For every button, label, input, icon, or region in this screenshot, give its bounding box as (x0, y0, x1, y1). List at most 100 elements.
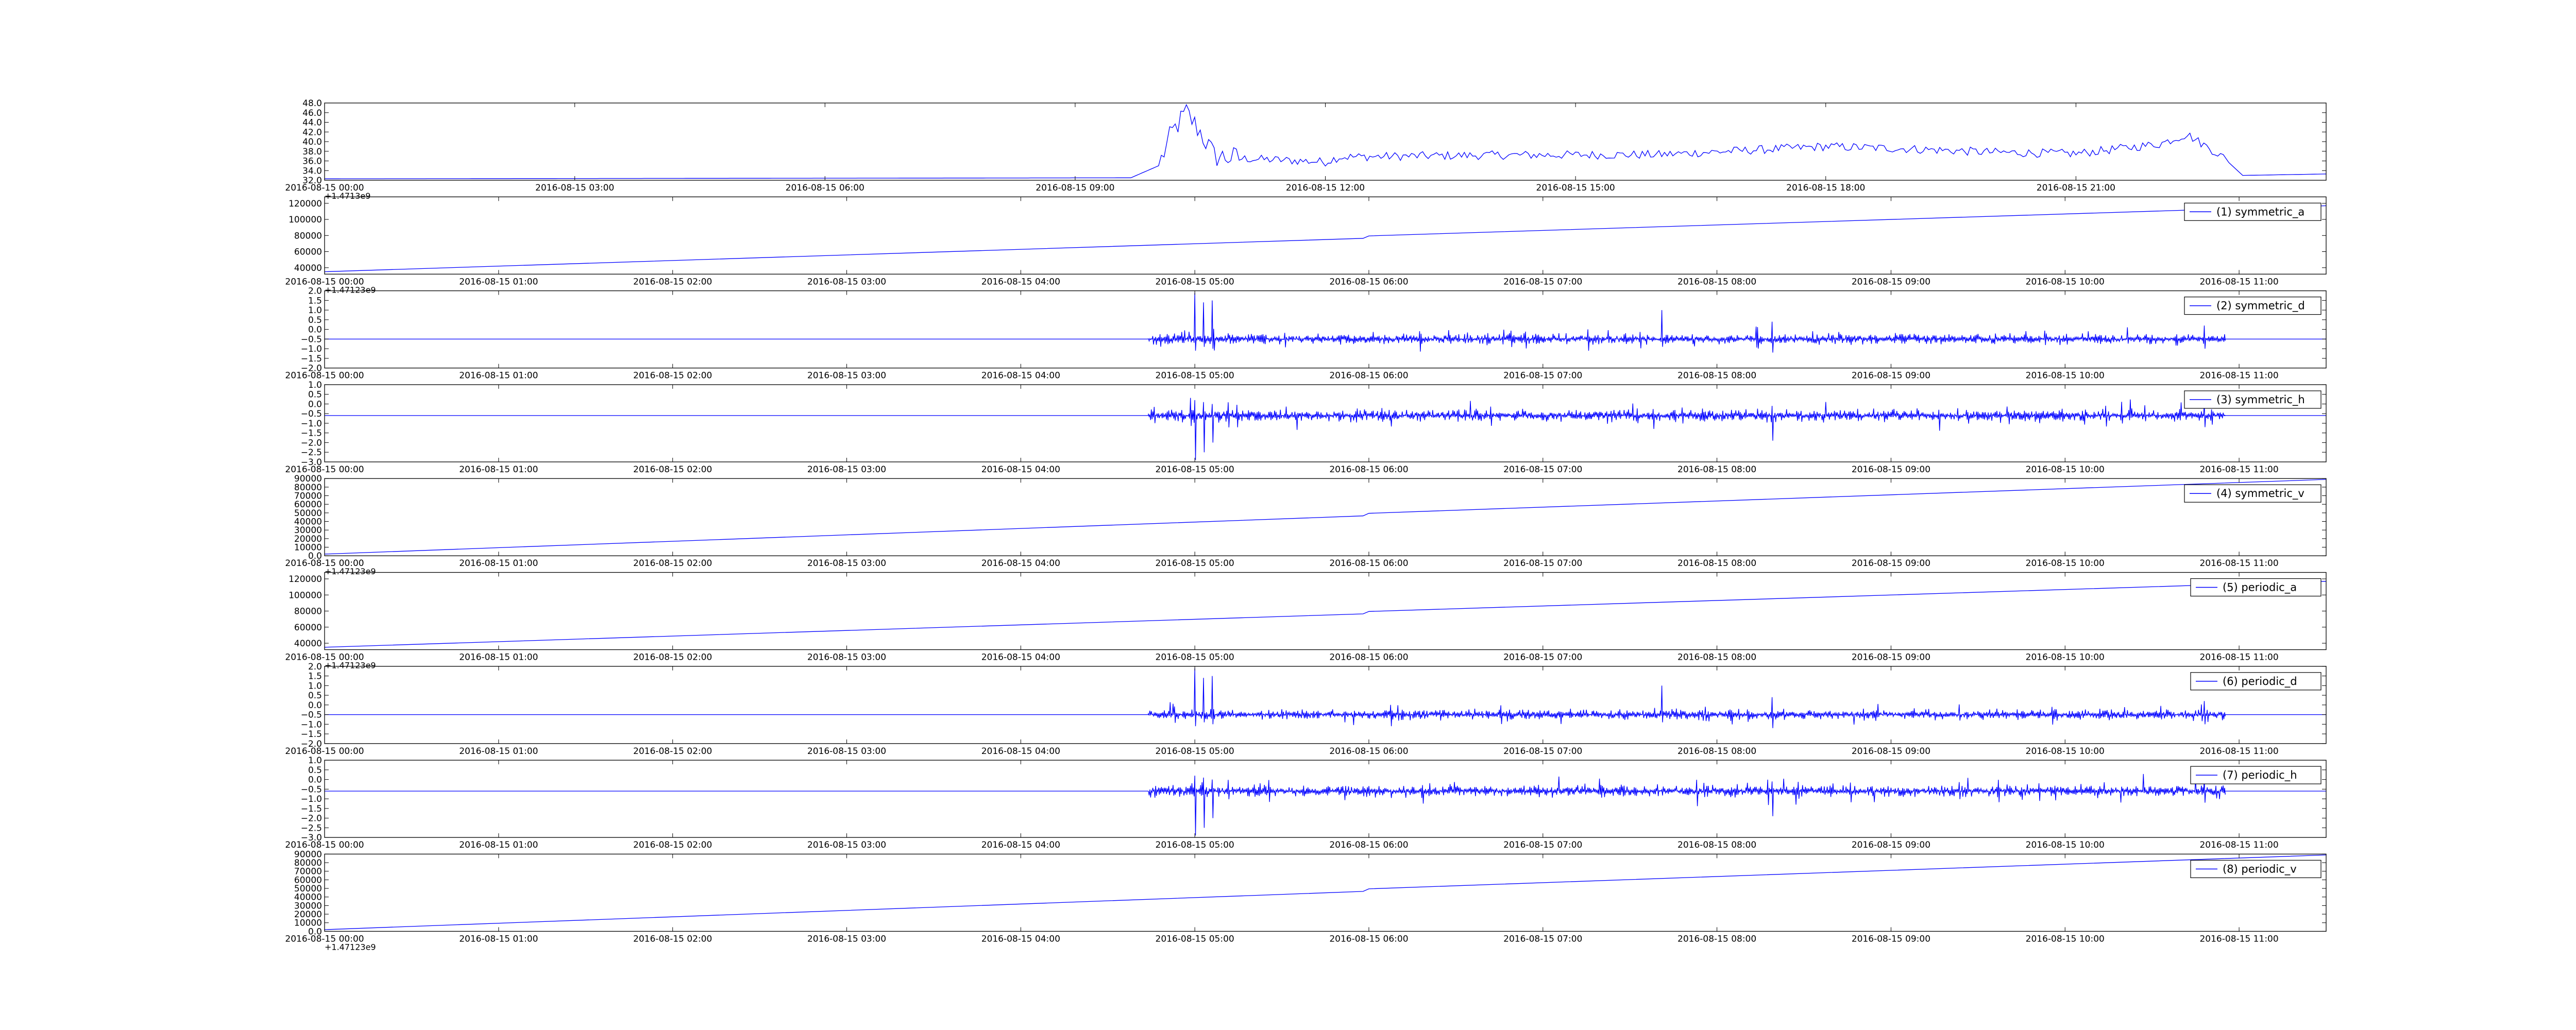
y-tick-label: −1.0 (301, 344, 322, 354)
series-line (325, 774, 2326, 836)
y-tick-label: 100000 (289, 590, 322, 600)
x-tick-label: 2016-08-15 02:00 (633, 371, 712, 381)
x-tick-label: 2016-08-15 00:00 (285, 371, 364, 381)
x-offset-label: +1.47123e9 (325, 661, 376, 671)
x-tick-label: 2016-08-15 03:00 (535, 183, 614, 193)
x-tick-label: 2016-08-15 02:00 (633, 558, 712, 569)
x-tick-label: 2016-08-15 04:00 (981, 558, 1060, 569)
x-tick-label: 2016-08-15 01:00 (459, 465, 538, 475)
x-tick-label: 2016-08-15 01:00 (459, 371, 538, 381)
legend-frame (2184, 484, 2321, 503)
x-tick-label: 2016-08-15 01:00 (459, 558, 538, 569)
x-tick-label: 2016-08-15 04:00 (981, 934, 1060, 944)
x-tick-label: 2016-08-15 06:00 (1329, 934, 1408, 944)
y-tick-label: −0.5 (301, 409, 322, 419)
x-tick-label: 2016-08-15 07:00 (1503, 465, 1582, 475)
x-tick-label: 2016-08-15 08:00 (1677, 277, 1756, 287)
x-tick-label: 2016-08-15 10:00 (2026, 277, 2105, 287)
x-tick-label: 2016-08-15 04:00 (981, 746, 1060, 757)
x-tick-label: 2016-08-15 11:00 (2199, 277, 2278, 287)
y-tick-label: 0.0 (308, 325, 322, 335)
y-tick-label: 20000 (294, 909, 322, 920)
axes-frame (324, 196, 2327, 274)
x-tick-label: 2016-08-15 10:00 (2026, 934, 2105, 944)
y-tick-label: 1.0 (308, 380, 322, 390)
y-tick-label: 1.0 (308, 681, 322, 691)
x-tick-label: 2016-08-15 15:00 (1536, 183, 1615, 193)
x-tick-label: 2016-08-15 04:00 (981, 840, 1060, 850)
y-tick-label: 2.0 (308, 662, 322, 672)
x-tick-label: 2016-08-15 00:00 (285, 653, 364, 663)
x-tick-label: 2016-08-15 03:00 (807, 371, 886, 381)
y-tick-label: 80000 (294, 858, 322, 868)
x-tick-label: 2016-08-15 00:00 (285, 558, 364, 569)
legend-label: (8) periodic_v (2223, 863, 2297, 876)
x-tick-label: 2016-08-15 03:00 (807, 277, 886, 287)
y-tick-label: −2.0 (301, 814, 322, 824)
y-tick-label: 60000 (294, 247, 322, 258)
x-tick-label: 2016-08-15 06:00 (1329, 746, 1408, 757)
x-tick-label: 2016-08-15 11:00 (2199, 558, 2278, 569)
y-tick-label: 80000 (294, 607, 322, 617)
y-tick-label: 90000 (294, 474, 322, 484)
y-tick-label: 10000 (294, 543, 322, 553)
y-tick-label: −0.5 (301, 710, 322, 720)
x-tick-label: 2016-08-15 01:00 (459, 277, 538, 287)
y-tick-label: 38.0 (302, 147, 322, 157)
x-tick-label: 2016-08-15 04:00 (981, 371, 1060, 381)
y-tick-label: 120000 (289, 199, 322, 209)
y-tick-label: 2.0 (308, 286, 322, 297)
legend-label: (5) periodic_a (2223, 581, 2297, 594)
subplot-9: 0.01000020000300004000050000600007000080… (285, 849, 2327, 952)
legend-label: (7) periodic_h (2223, 769, 2297, 782)
legend: (6) periodic_d (2190, 672, 2321, 691)
legend-label: (1) symmetric_a (2216, 205, 2304, 218)
y-tick-label: 50000 (294, 884, 322, 894)
x-tick-label: 2016-08-15 06:00 (1329, 465, 1408, 475)
y-tick-label: −2.5 (301, 823, 322, 833)
x-tick-label: 2016-08-15 05:00 (1156, 840, 1234, 850)
x-tick-label: 2016-08-15 11:00 (2199, 465, 2278, 475)
y-tick-label: 1.0 (308, 756, 322, 766)
subplot-2: 40000 60000 80000 100000 120000 2016-08-15 00… (285, 196, 2327, 295)
x-tick-label: 2016-08-15 18:00 (1786, 183, 1865, 193)
x-tick-label: 2016-08-15 01:00 (459, 653, 538, 663)
y-tick-label: −3.0 (301, 457, 322, 468)
axes-frame (324, 760, 2327, 838)
y-tick-label: −2.5 (301, 448, 322, 458)
y-tick-label: 1.5 (308, 672, 322, 682)
x-tick-label: 2016-08-15 06:00 (1329, 840, 1408, 850)
x-tick-label: 2016-08-15 09:00 (1852, 277, 1930, 287)
y-tick-label: 40.0 (302, 137, 322, 147)
y-tick-label: 60000 (294, 500, 322, 510)
x-tick-label: 2016-08-15 11:00 (2199, 371, 2278, 381)
x-tick-label: 2016-08-15 01:00 (459, 746, 538, 757)
series-line (324, 581, 2327, 648)
axes-frame (324, 478, 2327, 556)
axes-frame (324, 384, 2327, 462)
subplot-3: −2.0−1.5−1.0−0.50.00.51.01.52.0 2016-08-1… (285, 286, 2327, 381)
x-tick-label: 2016-08-15 06:00 (1329, 653, 1408, 663)
y-tick-label: 120000 (289, 574, 322, 585)
y-tick-label: 60000 (294, 623, 322, 633)
x-tick-label: 2016-08-15 21:00 (2037, 183, 2115, 193)
x-tick-label: 2016-08-15 08:00 (1677, 934, 1756, 944)
x-tick-label: 2016-08-15 05:00 (1156, 371, 1234, 381)
x-tick-label: 2016-08-15 04:00 (981, 465, 1060, 475)
legend: (5) periodic_a (2190, 578, 2321, 597)
x-tick-label: 2016-08-15 10:00 (2026, 653, 2105, 663)
legend-label: (3) symmetric_h (2216, 393, 2305, 406)
x-tick-label: 2016-08-15 06:00 (786, 183, 865, 193)
subplot-7: −2.0−1.5−1.0−0.50.00.51.01.52.0 2016-08-1… (285, 662, 2327, 757)
y-tick-label: 80000 (294, 483, 322, 493)
x-tick-label: 2016-08-15 05:00 (1156, 653, 1234, 663)
x-tick-label: 2016-08-15 09:00 (1852, 558, 1930, 569)
x-tick-label: 2016-08-15 10:00 (2026, 746, 2105, 757)
x-tick-label: 2016-08-15 08:00 (1677, 840, 1756, 850)
x-tick-label: 2016-08-15 08:00 (1677, 558, 1756, 569)
y-tick-label: −1.0 (301, 719, 322, 730)
series-line (324, 205, 2327, 272)
legend: (3) symmetric_h (2184, 390, 2321, 409)
y-tick-label: 30000 (294, 525, 322, 536)
y-tick-label: 40000 (294, 263, 322, 273)
